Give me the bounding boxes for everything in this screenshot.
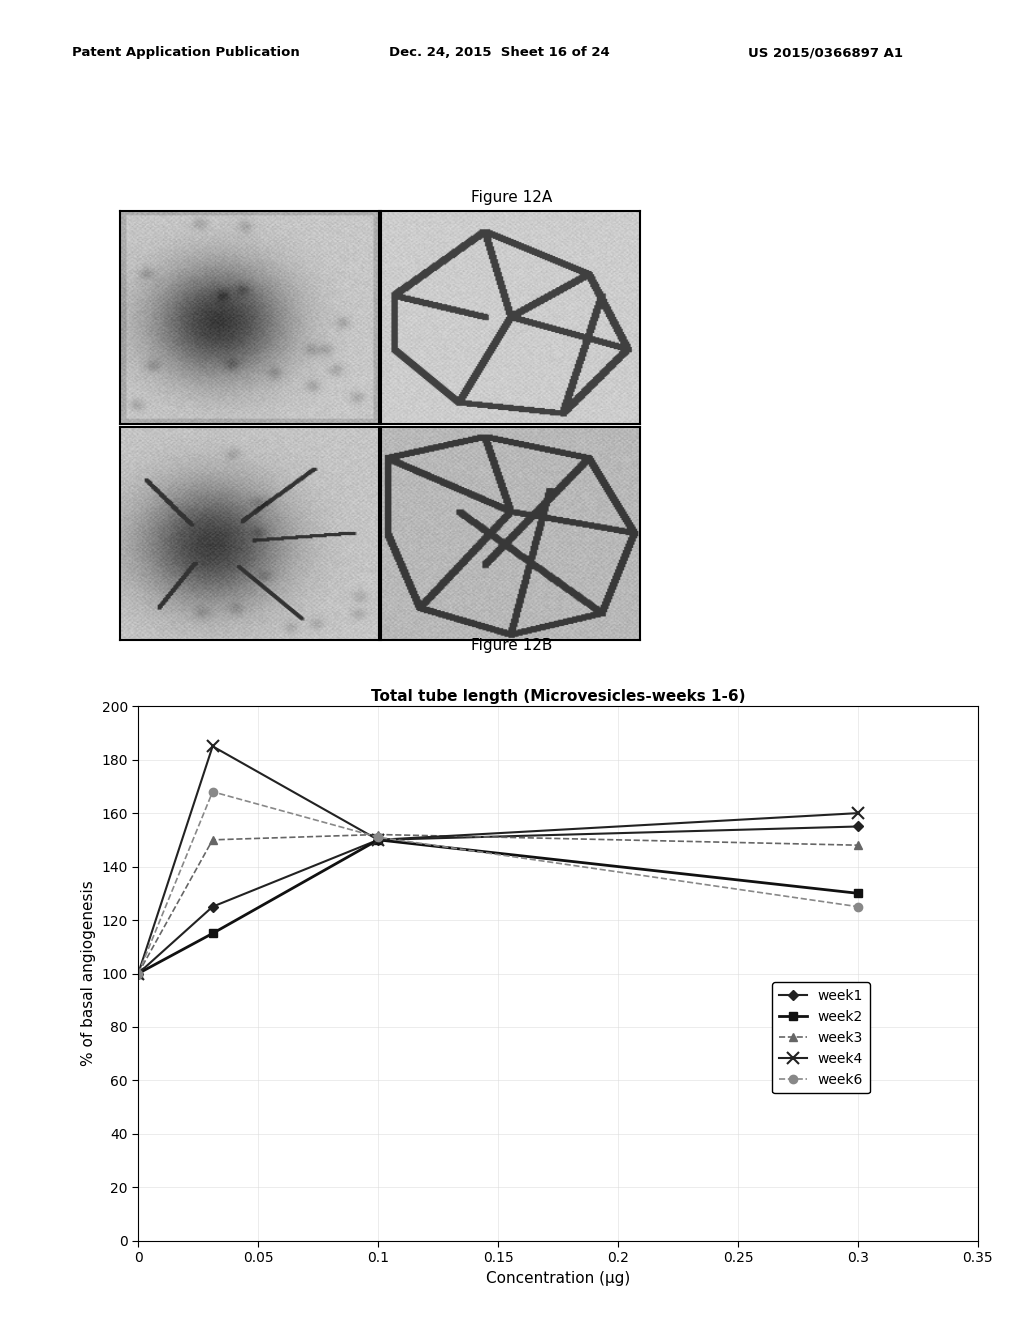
X-axis label: Concentration (μg): Concentration (μg) xyxy=(486,1271,630,1286)
Line: week6: week6 xyxy=(134,788,862,978)
Line: week1: week1 xyxy=(135,822,861,977)
Text: Figure 12B: Figure 12B xyxy=(471,639,553,653)
week1 xyxy=(372,832,384,847)
Text: Dec. 24, 2015  Sheet 16 of 24: Dec. 24, 2015 Sheet 16 of 24 xyxy=(389,46,610,59)
week4 xyxy=(207,738,219,754)
week1 xyxy=(207,899,219,915)
Text: US 2015/0366897 A1: US 2015/0366897 A1 xyxy=(748,46,902,59)
Text: Figure 12A: Figure 12A xyxy=(471,190,553,205)
week6 xyxy=(132,966,144,982)
week6 xyxy=(852,899,864,915)
week3 xyxy=(207,832,219,847)
Legend: week1, week2, week3, week4, week6: week1, week2, week3, week4, week6 xyxy=(772,982,870,1093)
Line: week3: week3 xyxy=(134,830,862,978)
Title: Total tube length (Microvesicles-weeks 1-6): Total tube length (Microvesicles-weeks 1… xyxy=(371,689,745,704)
Y-axis label: % of basal angiogenesis: % of basal angiogenesis xyxy=(81,880,96,1067)
week2 xyxy=(132,966,144,982)
week6 xyxy=(207,784,219,800)
week3 xyxy=(852,837,864,853)
week4 xyxy=(852,805,864,821)
week2 xyxy=(207,925,219,941)
Line: week4: week4 xyxy=(133,741,863,979)
week1 xyxy=(132,966,144,982)
week6 xyxy=(372,829,384,845)
week4 xyxy=(372,832,384,847)
week3 xyxy=(372,826,384,842)
Line: week2: week2 xyxy=(134,836,862,978)
Text: Patent Application Publication: Patent Application Publication xyxy=(72,46,299,59)
week4 xyxy=(132,966,144,982)
week2 xyxy=(852,886,864,902)
week3 xyxy=(132,966,144,982)
week2 xyxy=(372,832,384,847)
week1 xyxy=(852,818,864,834)
